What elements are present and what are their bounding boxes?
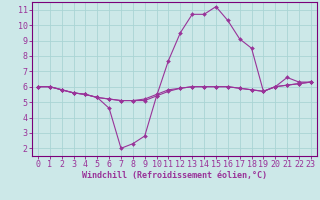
X-axis label: Windchill (Refroidissement éolien,°C): Windchill (Refroidissement éolien,°C) — [82, 171, 267, 180]
